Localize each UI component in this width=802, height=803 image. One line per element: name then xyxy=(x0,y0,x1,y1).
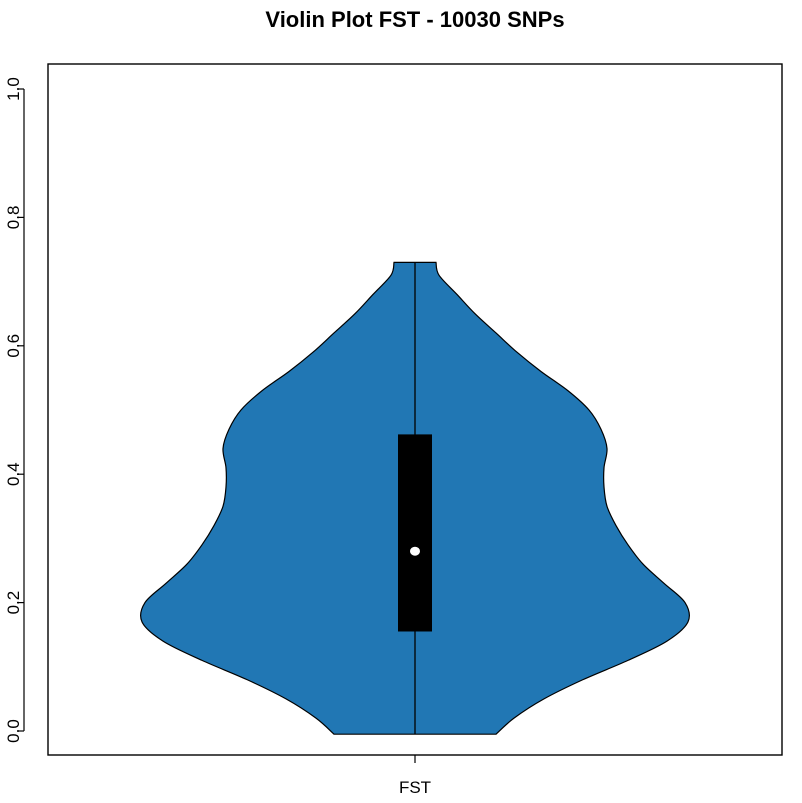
y-tick-label: 0.4 xyxy=(4,462,23,486)
y-tick-label: 0.0 xyxy=(4,719,23,743)
chart-title: Violin Plot FST - 10030 SNPs xyxy=(265,7,564,32)
median-dot xyxy=(410,547,420,556)
y-tick-label: 0.8 xyxy=(4,206,23,230)
y-tick-label: 1.0 xyxy=(4,77,23,101)
y-tick-label: 0.2 xyxy=(4,591,23,615)
iqr-box xyxy=(398,434,432,631)
y-tick-label: 0.6 xyxy=(4,334,23,358)
x-tick-label: FST xyxy=(399,778,431,797)
